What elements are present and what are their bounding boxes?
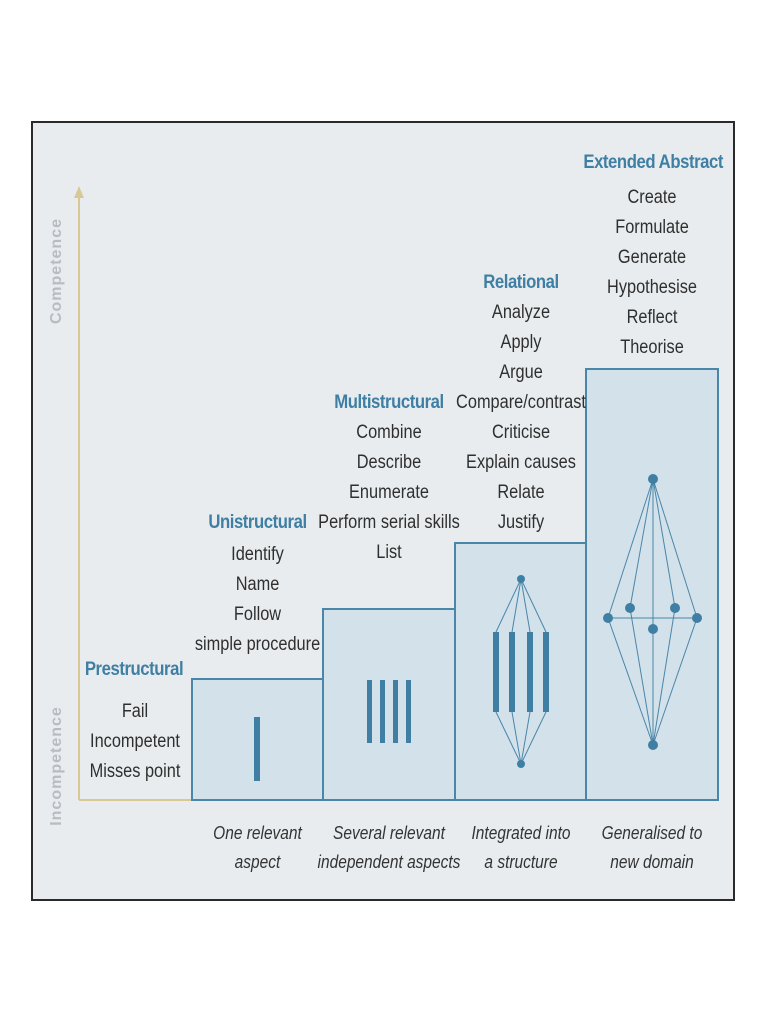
verb: Misses point (89, 761, 181, 782)
caption-extended-abstract: Generalised to new domain (590, 819, 714, 877)
verb: Follow (233, 604, 282, 625)
caption-line: One relevant (213, 823, 302, 843)
relational-structure (493, 575, 549, 768)
caption-line: Integrated into (471, 823, 571, 843)
verb: Apply (500, 332, 542, 353)
verb: List (376, 542, 402, 563)
verb: Fail (121, 701, 149, 722)
step-block-extended-abstract (585, 368, 719, 801)
step-block-multistructural (322, 608, 456, 801)
verb: Justify (497, 512, 545, 533)
verb: Criticise (491, 422, 551, 443)
multistructural-bars (367, 680, 411, 743)
level-verbs-relational: Analyze Apply Argue Compare/contrast Cri… (452, 298, 590, 538)
extended-abstract-network (603, 474, 702, 750)
verb: Reflect (626, 307, 678, 328)
verb: Argue (499, 362, 543, 383)
level-verbs-prestructural: Fail Incompetent Misses point (77, 697, 192, 787)
verb: Generate (617, 247, 687, 268)
caption-line: Generalised to (601, 823, 703, 843)
level-title-multistructural: Multistructural (334, 392, 444, 413)
caption-line: aspect (234, 852, 281, 872)
verb: Relate (497, 482, 545, 503)
caption-line: independent aspects (317, 852, 461, 872)
verb: Name (235, 574, 280, 595)
caption-relational: Integrated into a structure (460, 819, 582, 877)
step-block-relational (454, 542, 587, 801)
verb: Theorise (620, 337, 684, 358)
level-title-prestructural: Prestructural (84, 659, 184, 680)
verb: Identify (231, 544, 284, 565)
level-verbs-unistructural: Identify Name Follow simple procedure (193, 540, 323, 660)
verb: Incompetent (90, 731, 180, 752)
verb: Formulate (615, 217, 689, 238)
verb: Compare/contrast (456, 392, 586, 413)
level-title-extended-abstract: Extended Abstract (583, 152, 723, 173)
verb: Create (627, 187, 677, 208)
verb: Perform serial skills (318, 512, 460, 533)
level-title-relational: Relational (483, 272, 559, 293)
verb: simple procedure (194, 634, 321, 655)
verb: Hypothesise (607, 277, 697, 298)
caption-line: new domain (610, 852, 694, 872)
verb: Combine (356, 422, 422, 443)
caption-line: Several relevant (333, 823, 445, 843)
y-axis-arrowhead (74, 186, 84, 198)
caption-line: a structure (484, 852, 558, 872)
unistructural-bar (254, 717, 260, 781)
level-verbs-extended-abstract: Create Formulate Generate Hypothesise Re… (592, 183, 712, 363)
caption-unistructural: One relevant aspect (193, 819, 323, 877)
level-verbs-multistructural: Combine Describe Enumerate Perform seria… (312, 418, 465, 568)
verb: Explain causes (466, 452, 576, 473)
verb: Enumerate (349, 482, 429, 503)
level-title-unistructural: Unistructural (208, 512, 307, 533)
verb: Analyze (491, 302, 551, 323)
verb: Describe (356, 452, 422, 473)
caption-multistructural: Several relevant independent aspects (315, 819, 463, 877)
